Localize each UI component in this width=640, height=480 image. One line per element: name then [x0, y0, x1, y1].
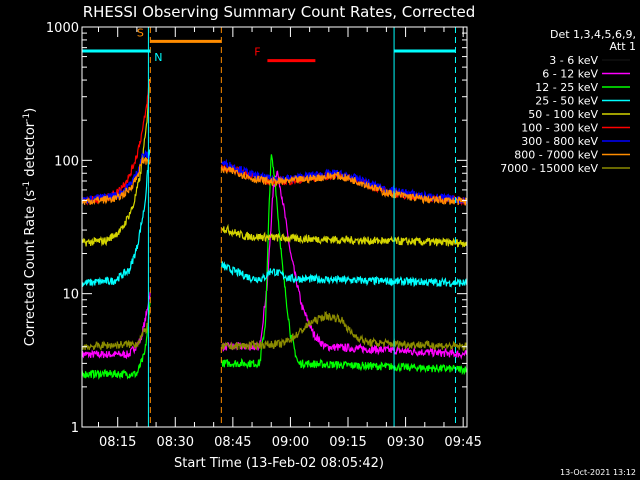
chart-title: RHESSI Observing Summary Count Rates, Co…	[83, 3, 476, 21]
data-layer: SN F	[82, 26, 467, 427]
y-tick-label: 100	[54, 154, 79, 169]
series-line-8	[82, 157, 467, 206]
x-tick-label: 09:00	[272, 435, 309, 450]
series-group: SN F	[82, 26, 467, 427]
y-tick-label: 10	[62, 288, 79, 303]
legend-header-line1: Det 1,3,4,5,6,9,	[550, 28, 636, 41]
x-tick-label: 09:45	[444, 435, 481, 450]
series-line-4	[82, 149, 467, 288]
y-axis-label: Corrected Count Rate (s-1 detector-1)	[22, 108, 38, 346]
flag-label-1: S	[137, 26, 144, 39]
series-line-5	[82, 78, 467, 248]
series-line-3	[82, 154, 467, 380]
y-tick-label: 1	[71, 421, 79, 436]
legend-label: 7000 - 15000 keV	[500, 162, 598, 175]
flag-label-4: F	[254, 46, 260, 59]
legend-label: 12 - 25 keV	[535, 81, 598, 94]
x-axis-label: Start Time (13-Feb-02 08:05:42)	[174, 456, 384, 471]
y-axis-label-sup1: -1	[22, 181, 32, 190]
y-axis-label-sup2: -1	[22, 113, 32, 122]
y-axis-label-mid: detector	[23, 121, 38, 181]
legend-label: 300 - 800 keV	[521, 135, 598, 148]
series-line-9	[82, 310, 467, 352]
x-tick-label: 09:15	[329, 435, 366, 450]
x-tick-label: 09:30	[387, 435, 424, 450]
series-line-1	[82, 386, 467, 427]
legend-label: 25 - 50 keV	[535, 95, 598, 108]
y-axis-label-main: Corrected Count Rate (s	[23, 190, 38, 347]
legend-header-line2: Att 1	[610, 40, 636, 53]
legend-label: 6 - 12 keV	[542, 68, 598, 81]
y-tick-label: 1000	[46, 21, 79, 36]
legend-label: 800 - 7000 keV	[514, 149, 598, 162]
x-tick-label: 08:15	[99, 435, 136, 450]
x-tick-label: 08:45	[214, 435, 251, 450]
legend-label: 50 - 100 keV	[528, 108, 598, 121]
y-axis-label-end: )	[23, 108, 38, 113]
plot-frame	[81, 26, 468, 428]
legend-label: 3 - 6 keV	[549, 54, 598, 67]
axes: 1 10 100 1000 08:15 08:30 08:45 09:00 09:15 09:30…	[46, 21, 482, 450]
x-tick-label: 08:30	[157, 435, 194, 450]
timestamp: 13-Oct-2021 13:12	[560, 468, 636, 477]
legend-label: 100 - 300 keV	[521, 122, 598, 135]
flag-label-2: N	[154, 51, 162, 64]
